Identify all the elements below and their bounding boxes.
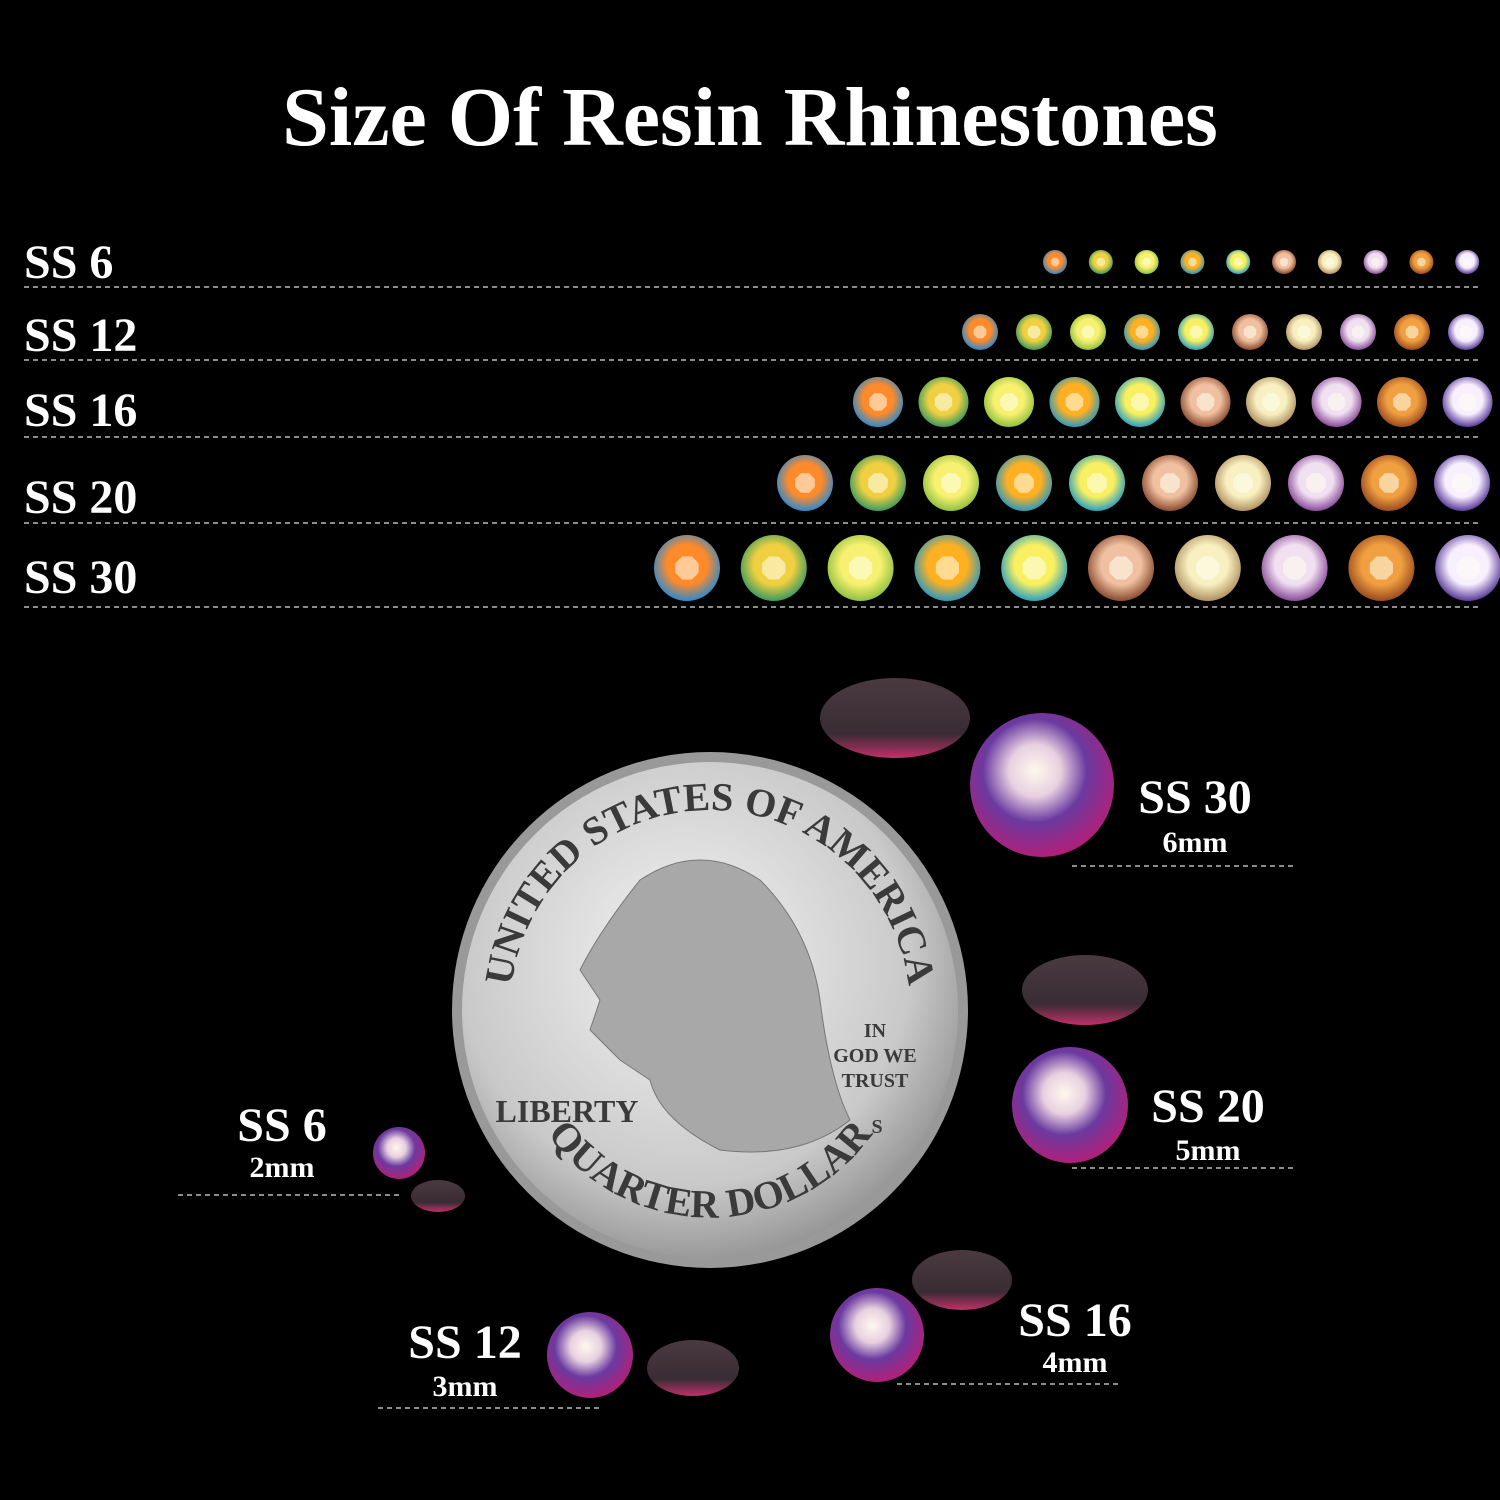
coin-mint: S bbox=[871, 1116, 882, 1138]
stone-table bbox=[1306, 473, 1326, 493]
stone-table bbox=[973, 325, 987, 339]
callout-size: 4mm bbox=[1043, 1346, 1108, 1379]
stone-front bbox=[970, 713, 1114, 857]
stone-table bbox=[1369, 556, 1394, 580]
stone-back bbox=[1022, 955, 1148, 1025]
stone-table bbox=[1282, 556, 1307, 580]
stone-table bbox=[1096, 257, 1106, 267]
size-rows: SS 6 SS 12 SS 16 SS 20 SS 30 bbox=[24, 236, 1500, 608]
stone-table bbox=[1325, 257, 1335, 267]
stone-table bbox=[1160, 473, 1180, 493]
stone-table bbox=[868, 473, 888, 493]
callout-label: SS 12 bbox=[408, 1316, 521, 1369]
callout-label: SS 20 bbox=[1151, 1080, 1264, 1133]
stone-table bbox=[1081, 325, 1095, 339]
stone-front bbox=[1012, 1047, 1128, 1163]
stone-table bbox=[1135, 325, 1149, 339]
stone-table bbox=[1262, 393, 1280, 411]
stone-table bbox=[1243, 325, 1257, 339]
stone-table bbox=[1189, 325, 1203, 339]
stone-table bbox=[1142, 257, 1151, 267]
stone-table bbox=[1297, 325, 1311, 339]
stone-table bbox=[1417, 257, 1426, 267]
stone-table bbox=[1014, 473, 1034, 493]
stone-table bbox=[795, 473, 815, 493]
stone-table bbox=[1327, 393, 1346, 411]
stone-back bbox=[411, 1180, 465, 1212]
quarter-coin: UNITED STATES OF AMERICA QUARTER DOLLAR … bbox=[452, 752, 968, 1268]
row-label: SS 12 bbox=[24, 309, 137, 362]
stone-table bbox=[1405, 325, 1419, 339]
coin-motto: TRUST bbox=[842, 1070, 909, 1092]
stone-table bbox=[934, 393, 953, 411]
stone-table bbox=[1456, 556, 1480, 580]
stone-table bbox=[869, 393, 887, 411]
stone-table bbox=[1379, 473, 1399, 493]
stone-table bbox=[1065, 393, 1084, 411]
stone-table bbox=[1462, 257, 1472, 267]
stone-back bbox=[820, 678, 970, 758]
stone-table bbox=[1371, 257, 1380, 267]
stone-table bbox=[1351, 325, 1365, 339]
stone-table bbox=[1000, 393, 1018, 411]
callout-size: 6mm bbox=[1163, 826, 1228, 859]
row-label: SS 16 bbox=[24, 384, 137, 437]
stone-table bbox=[1458, 393, 1477, 411]
stone-front bbox=[373, 1127, 425, 1179]
stone-table bbox=[848, 556, 873, 580]
stone-table bbox=[1131, 393, 1149, 411]
stone-table bbox=[1050, 257, 1060, 267]
callout-size: 3mm bbox=[433, 1370, 498, 1403]
stone-table bbox=[1459, 325, 1473, 339]
stone-table bbox=[1452, 473, 1472, 493]
stone-table bbox=[1393, 393, 1411, 411]
row-label: SS 6 bbox=[24, 236, 113, 289]
stone-table bbox=[1279, 257, 1289, 267]
stone-table bbox=[1196, 556, 1220, 580]
callout-size: 5mm bbox=[1176, 1134, 1241, 1167]
stone-front bbox=[547, 1312, 633, 1398]
callout-label: SS 6 bbox=[237, 1099, 326, 1152]
stone-table bbox=[675, 556, 699, 580]
coin-motto: IN bbox=[864, 1020, 887, 1042]
stone-table bbox=[1188, 257, 1197, 267]
stone-table bbox=[1022, 556, 1046, 580]
coin-liberty: LIBERTY bbox=[496, 1093, 639, 1129]
stone-table bbox=[762, 556, 786, 580]
stone-back bbox=[912, 1250, 1012, 1310]
stone-table bbox=[1087, 473, 1107, 493]
stone-table bbox=[1233, 257, 1243, 267]
stone-table bbox=[1027, 325, 1041, 339]
stone-table bbox=[941, 473, 961, 493]
callout-label: SS 30 bbox=[1138, 771, 1251, 824]
stone-front bbox=[830, 1288, 924, 1382]
callout-size: 2mm bbox=[250, 1151, 315, 1184]
stone-table bbox=[1196, 393, 1215, 411]
coin-motto: GOD WE bbox=[833, 1045, 917, 1067]
stone-back bbox=[647, 1340, 739, 1396]
stone-table bbox=[1109, 556, 1133, 580]
callout-label: SS 16 bbox=[1018, 1294, 1131, 1347]
title: Size Of Resin Rhinestones bbox=[282, 71, 1218, 164]
stone-table bbox=[1233, 473, 1253, 493]
row-label: SS 20 bbox=[24, 471, 137, 524]
coin-portrait bbox=[579, 859, 851, 1153]
stone-table bbox=[935, 556, 960, 580]
row-label: SS 30 bbox=[24, 551, 137, 604]
